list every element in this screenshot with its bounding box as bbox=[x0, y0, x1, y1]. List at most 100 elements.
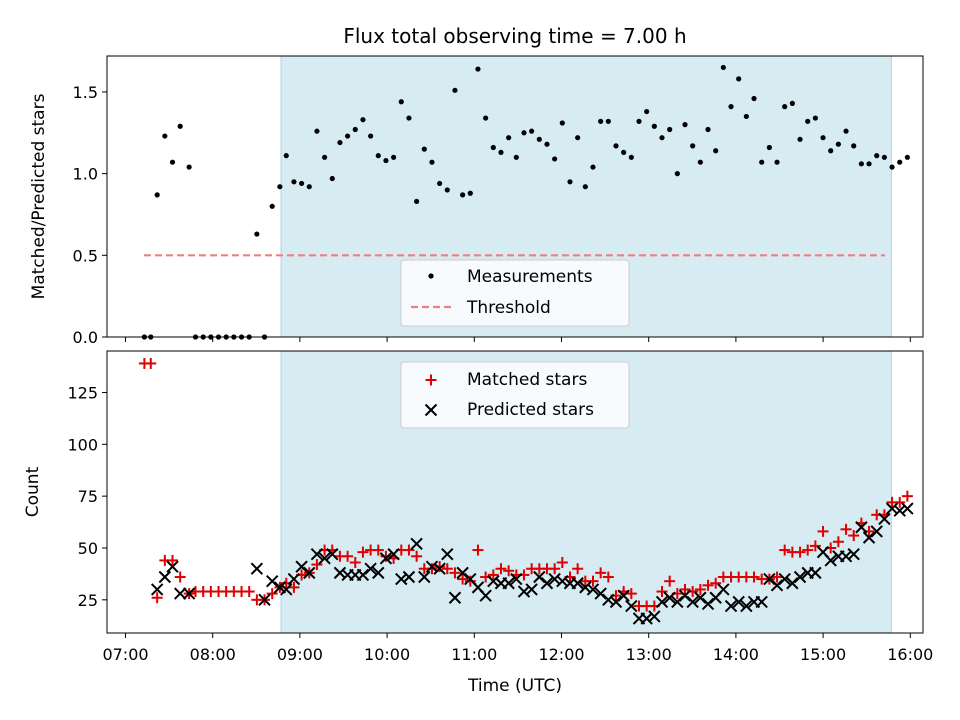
predicted-point bbox=[770, 579, 784, 592]
predicted-point bbox=[793, 570, 807, 584]
matched-point bbox=[342, 550, 354, 562]
matched-point bbox=[809, 540, 821, 552]
measurement-point bbox=[529, 128, 535, 134]
ratio-panel: 0.0 0.5 1.0 1.5 Matched/Predicted stars Mea… bbox=[29, 55, 924, 347]
predicted-point bbox=[617, 589, 630, 602]
measurement-points bbox=[141, 64, 910, 340]
predicted-point bbox=[441, 547, 454, 561]
y-tick-label: 125 bbox=[67, 383, 98, 402]
measurement-point bbox=[636, 118, 642, 124]
predicted-point bbox=[571, 577, 584, 590]
measurement-point bbox=[582, 184, 588, 190]
measurement-point bbox=[697, 159, 703, 165]
measurement-point bbox=[475, 66, 481, 72]
measurement-point bbox=[559, 120, 565, 126]
y-tick-label: 75 bbox=[78, 487, 98, 506]
x-tick-label: 16:00 bbox=[887, 645, 933, 664]
predicted-point bbox=[418, 570, 431, 584]
predicted-point bbox=[839, 550, 853, 563]
x-tick-label: 07:00 bbox=[102, 645, 148, 664]
predicted-point bbox=[425, 560, 439, 573]
measurement-point bbox=[598, 118, 604, 124]
matched-point bbox=[901, 490, 913, 502]
measurement-point bbox=[774, 159, 780, 165]
matched-point bbox=[288, 581, 300, 593]
matched-point bbox=[449, 567, 461, 579]
axes-frame-top bbox=[106, 55, 924, 338]
matched-point bbox=[151, 592, 163, 604]
measurement-point bbox=[621, 149, 627, 155]
predicted-point bbox=[640, 612, 653, 625]
legend-top: Measurements Threshold bbox=[400, 259, 630, 327]
x-axis-label: Time (UTC) bbox=[467, 676, 562, 696]
predicted-point bbox=[387, 547, 400, 561]
predicted-point bbox=[855, 521, 868, 534]
measurement-point bbox=[391, 154, 397, 160]
matched-point bbox=[487, 569, 499, 581]
matched-point bbox=[794, 546, 806, 558]
y-tick-label: 0.5 bbox=[73, 246, 98, 265]
matched-point bbox=[894, 496, 906, 508]
predicted-point bbox=[655, 595, 669, 609]
measurement-point bbox=[605, 118, 611, 124]
measurement-point bbox=[490, 144, 496, 151]
measurement-point bbox=[851, 143, 857, 149]
predicted-point bbox=[525, 583, 538, 596]
measurement-point bbox=[805, 118, 811, 124]
predicted-point bbox=[310, 547, 324, 561]
matched-point bbox=[380, 550, 392, 562]
y-ticks-top: 0.0 0.5 1.0 1.5 bbox=[73, 83, 107, 347]
legend-label-predicted: Predicted stars bbox=[467, 400, 594, 420]
measurement-point bbox=[674, 171, 680, 177]
predicted-point bbox=[318, 552, 331, 565]
legend-plus-glyph bbox=[425, 374, 437, 386]
measurement-point bbox=[345, 133, 351, 139]
predicted-point bbox=[870, 525, 883, 538]
predicted-point bbox=[287, 572, 301, 586]
legend-plus-marker bbox=[425, 374, 437, 386]
legend-dot-marker bbox=[428, 273, 434, 279]
predicted-point bbox=[609, 595, 623, 609]
predicted-star-points bbox=[150, 502, 914, 625]
measurement-point bbox=[812, 115, 818, 121]
measurement-point bbox=[766, 144, 772, 151]
legend-box-bottom bbox=[400, 361, 630, 429]
y-tick-label: 25 bbox=[78, 591, 98, 610]
measurement-point bbox=[904, 154, 910, 160]
predicted-point bbox=[487, 574, 500, 588]
predicted-point bbox=[250, 562, 264, 575]
measurement-point bbox=[169, 159, 176, 165]
measurement-point bbox=[567, 179, 573, 185]
predicted-point bbox=[356, 568, 370, 582]
x-tick-label: 12:00 bbox=[538, 645, 584, 664]
predicted-point bbox=[885, 502, 899, 515]
matched-point bbox=[748, 571, 760, 583]
matched-point bbox=[572, 563, 584, 575]
measurement-point bbox=[613, 143, 619, 149]
predicted-point bbox=[295, 560, 308, 573]
matched-point bbox=[679, 583, 691, 595]
predicted-point bbox=[150, 583, 164, 596]
measurement-point bbox=[782, 104, 788, 110]
measurement-point bbox=[329, 175, 335, 182]
measurement-point bbox=[897, 159, 903, 165]
matched-point bbox=[311, 559, 323, 571]
x-tick-label: 09:00 bbox=[277, 645, 323, 664]
measurement-point bbox=[797, 136, 803, 142]
predicted-point bbox=[778, 572, 791, 586]
measurement-point bbox=[375, 153, 381, 159]
measurement-point bbox=[298, 180, 305, 187]
legend-label-threshold: Threshold bbox=[466, 298, 551, 318]
measurement-point bbox=[889, 164, 895, 170]
predicted-point bbox=[510, 572, 523, 586]
measurement-point bbox=[590, 164, 596, 170]
predicted-point bbox=[448, 591, 462, 604]
matched-point bbox=[710, 577, 722, 589]
matched-point bbox=[840, 523, 852, 535]
measurement-point bbox=[483, 115, 489, 121]
measurement-point bbox=[154, 192, 160, 198]
predicted-point bbox=[333, 566, 347, 580]
y-tick-label: 1.0 bbox=[73, 165, 98, 184]
y-tick-label: 50 bbox=[78, 539, 98, 558]
predicted-point bbox=[878, 512, 891, 526]
